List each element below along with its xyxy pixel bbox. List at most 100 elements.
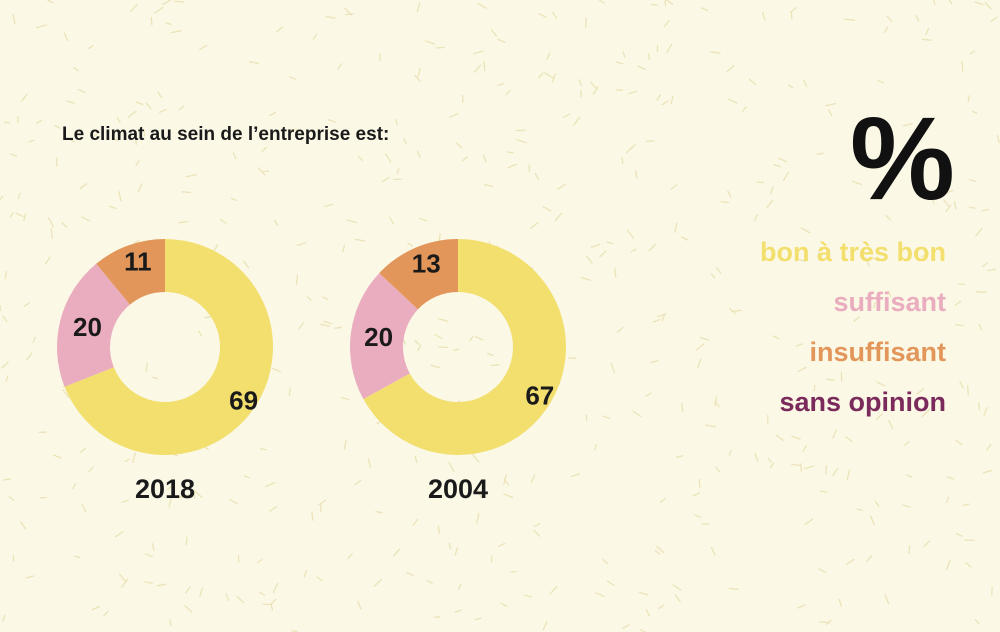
background-dash [62,389,70,398]
background-dash [638,591,649,596]
background-dash [23,213,27,222]
background-dash [505,89,511,96]
background-dash [944,189,954,195]
background-dash [533,529,541,537]
background-dash [884,26,889,34]
background-dash [157,91,162,98]
background-dash [616,326,624,333]
background-dash [592,86,599,95]
background-dash [256,558,263,564]
background-dash [497,38,506,44]
background-dash [417,68,421,78]
legend-item-insuffisant: insuffisant [809,337,946,367]
legend-item-bon: bon à très bon [759,237,946,267]
background-dash [54,124,61,129]
background-dash [838,598,843,608]
background-dash [473,64,482,73]
background-dash [984,2,992,10]
background-dash [825,465,828,475]
background-dash [549,585,558,595]
background-dash [184,605,193,613]
background-dash [435,46,445,49]
background-dash [594,592,605,597]
background-dash [4,270,8,280]
background-dash [21,93,28,102]
background-dash [270,598,277,605]
background-dash [698,478,701,488]
background-dash [859,356,865,363]
background-dash [471,453,480,463]
background-dash [975,291,987,293]
background-dash [578,79,582,87]
background-dash [876,381,886,387]
background-dash [594,444,597,451]
background-dash [557,183,566,190]
background-dash [962,503,970,507]
background-dash [2,478,12,481]
background-dash [530,474,536,483]
background-dash [791,435,801,440]
background-dash [955,324,964,327]
background-dash [874,501,880,507]
legend: bon à très bon suffisant insuffisant san… [760,232,946,432]
background-dash [726,65,735,73]
background-dash [158,108,167,113]
background-dash [728,449,732,456]
background-dash [819,490,828,493]
background-dash [661,100,670,106]
background-dash [986,443,992,451]
background-dash [346,219,358,224]
background-dash [357,600,362,610]
background-dash [515,129,526,132]
background-dash [50,227,53,239]
background-dash [546,52,551,60]
background-dash [152,376,159,380]
background-dash [670,95,674,105]
background-dash [534,172,539,180]
background-dash [943,199,949,207]
background-dash [433,616,441,619]
background-dash [474,617,482,621]
background-dash [818,568,827,573]
background-dash [584,17,587,28]
background-dash [145,362,148,372]
background-dash [968,206,976,209]
background-dash [347,553,353,560]
background-dash [635,169,638,179]
background-dash [695,343,705,351]
background-dash [563,113,570,118]
background-dash [921,38,932,41]
background-dash [288,387,291,396]
background-dash [78,88,86,94]
background-dash [529,221,539,229]
background-dash [168,498,172,508]
background-dash [156,583,167,587]
background-dash [770,186,774,195]
background-dash [32,336,36,343]
background-dash [986,268,997,272]
background-dash [844,18,856,21]
year-label: 2004 [428,474,488,504]
background-dash [945,204,952,213]
background-dash [324,203,334,208]
background-dash [731,309,742,313]
background-dash [802,79,808,88]
background-dash [474,336,484,341]
background-dash [542,620,548,631]
legend-item-suffisant: suffisant [833,287,946,317]
background-dash [728,587,739,590]
background-dash [648,53,651,61]
background-dash [955,533,963,537]
background-dash [846,558,855,565]
background-dash [91,605,100,611]
background-dash [476,512,480,524]
background-dash [865,256,870,267]
background-dash [414,339,420,346]
background-dash [626,229,635,239]
background-dash [710,546,716,556]
background-dash [121,499,129,503]
background-dash [630,248,637,253]
slice-value-label: 67 [525,380,554,410]
year-label: 2018 [135,474,195,504]
